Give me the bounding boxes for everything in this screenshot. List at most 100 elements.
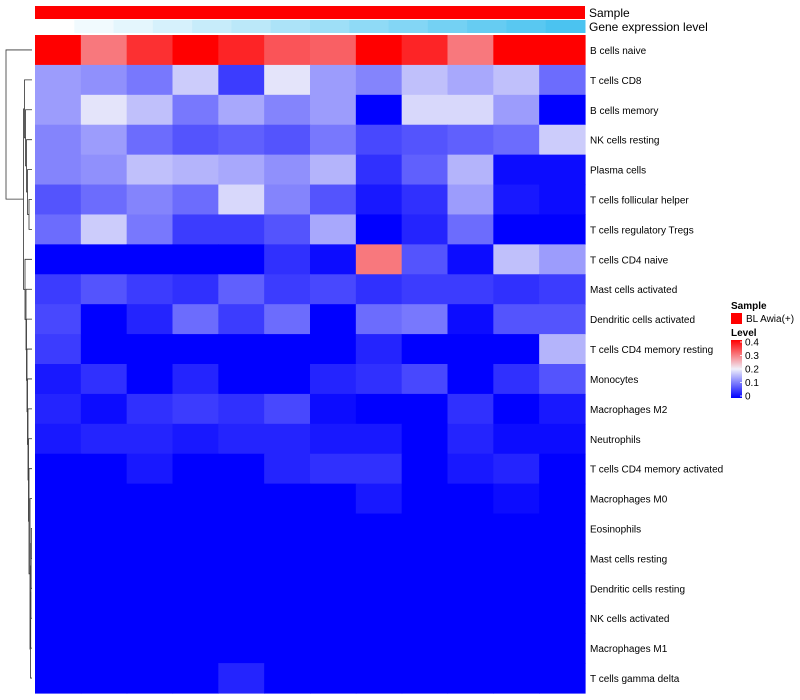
heatmap-cell xyxy=(355,364,403,395)
heatmap-cell xyxy=(80,633,128,664)
gene-expression-annotation-cell xyxy=(74,20,115,33)
row-label: T cells regulatory Tregs xyxy=(590,225,694,236)
heatmap-cell xyxy=(35,124,82,156)
heatmap-cell xyxy=(80,304,128,335)
heatmap-cell xyxy=(264,603,311,634)
heatmap-cell xyxy=(126,364,174,395)
dendrogram-branch xyxy=(5,49,32,200)
column-annotations xyxy=(35,6,586,33)
heatmap-cell xyxy=(172,304,219,335)
row-label: Eosinophils xyxy=(590,525,641,536)
heatmap-cell xyxy=(172,64,219,96)
heatmap-cell xyxy=(401,304,449,335)
heatmap-cell xyxy=(172,244,219,275)
legend-sample-title: Sample xyxy=(731,301,767,312)
heatmap-cell xyxy=(447,35,494,66)
heatmap-cell xyxy=(447,543,494,574)
heatmap-cell xyxy=(172,364,219,395)
heatmap-cell xyxy=(401,513,449,545)
heatmap-cell xyxy=(126,274,174,305)
heatmap-cell xyxy=(218,483,265,515)
gene-expression-annotation-cell xyxy=(349,20,390,33)
legend-level-tick-label: 0.2 xyxy=(745,365,759,376)
heatmap-cell xyxy=(35,423,82,455)
heatmap-cell xyxy=(447,154,494,186)
heatmap-cell xyxy=(539,274,586,305)
heatmap-cell xyxy=(126,94,174,126)
heatmap-cell xyxy=(447,64,494,96)
row-label: T cells gamma delta xyxy=(590,674,680,685)
heatmap-cell xyxy=(539,124,586,156)
heatmap-cell xyxy=(493,364,540,395)
heatmap-cell xyxy=(539,64,586,96)
heatmap-cell xyxy=(126,453,174,485)
heatmap-cell xyxy=(264,663,311,694)
heatmap-cell xyxy=(355,573,403,604)
row-label: T cells follicular helper xyxy=(590,196,689,207)
heatmap-cell xyxy=(447,663,494,694)
heatmap-cell xyxy=(264,573,311,604)
heatmap-cell xyxy=(493,64,540,96)
gene-expression-annotation-cell xyxy=(467,20,507,33)
heatmap-cell xyxy=(493,603,540,634)
heatmap-cell xyxy=(172,184,219,216)
heatmap-cell xyxy=(493,334,540,365)
heatmap-cell xyxy=(126,393,174,425)
heatmap-cell xyxy=(126,543,174,574)
heatmap-cell xyxy=(310,603,357,634)
row-label: Monocytes xyxy=(590,375,638,386)
heatmap-cell xyxy=(35,573,82,604)
heatmap-cell xyxy=(447,124,494,156)
heatmap-cell xyxy=(35,64,82,96)
heatmap-cell xyxy=(493,154,540,186)
heatmap-cell xyxy=(310,124,357,156)
heatmap-cell xyxy=(264,214,311,245)
heatmap-cell xyxy=(80,334,128,365)
heatmap-cell xyxy=(264,334,311,365)
heatmap-cell xyxy=(355,603,403,634)
heatmap-cell xyxy=(447,364,494,395)
heatmap-cell xyxy=(493,483,540,515)
heatmap-cell xyxy=(218,304,265,335)
heatmap-cell xyxy=(493,393,540,425)
heatmap-cell xyxy=(310,274,357,305)
heatmap-cell xyxy=(35,334,82,365)
row-label: B cells naive xyxy=(590,46,647,57)
row-label: T cells CD4 naive xyxy=(590,255,669,266)
heatmap-cell xyxy=(447,184,494,216)
heatmap-cell xyxy=(355,274,403,305)
heatmap-cell xyxy=(447,214,494,245)
heatmap-cell xyxy=(310,94,357,126)
heatmap-cell xyxy=(80,483,128,515)
heatmap-cell xyxy=(401,633,449,664)
heatmap-cell xyxy=(264,244,311,275)
heatmap-cell xyxy=(126,214,174,245)
heatmap-cell xyxy=(218,453,265,485)
heatmap-cell xyxy=(355,393,403,425)
row-label: T cells CD4 memory resting xyxy=(590,345,713,356)
heatmap-cell xyxy=(493,274,540,305)
heatmap-cell xyxy=(126,304,174,335)
heatmap-cell xyxy=(35,663,82,694)
heatmap-cell xyxy=(355,214,403,245)
heatmap-cell xyxy=(80,184,128,216)
heatmap-cell xyxy=(264,543,311,574)
heatmap-cell xyxy=(355,513,403,545)
heatmap-cell xyxy=(35,364,82,395)
heatmap-cell xyxy=(493,543,540,574)
heatmap-cell xyxy=(310,304,357,335)
heatmap-cell xyxy=(355,64,403,96)
legend: Sample BL Awia(+) Level 0.4 0.3 0.2 0.1 0 xyxy=(731,301,794,403)
heatmap-cell xyxy=(401,663,449,694)
heatmap-cell xyxy=(355,244,403,275)
heatmap-cell xyxy=(355,35,403,66)
row-label: NK cells resting xyxy=(590,136,659,147)
row-label: Macrophages M2 xyxy=(590,405,668,416)
heatmap-cell xyxy=(401,154,449,186)
heatmap-cell xyxy=(493,244,540,275)
heatmap-cell xyxy=(264,304,311,335)
heatmap-cell xyxy=(539,154,586,186)
row-label: B cells memory xyxy=(590,106,658,117)
gene-expression-annotation-cell xyxy=(35,20,75,33)
